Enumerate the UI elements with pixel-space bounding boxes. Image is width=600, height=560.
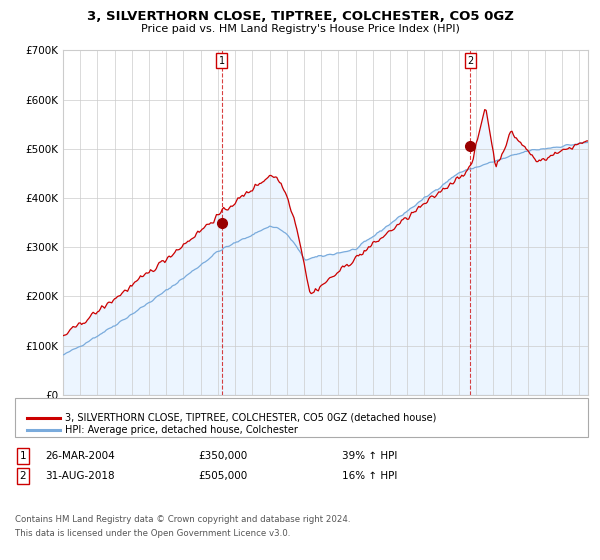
Text: 1: 1 (19, 451, 26, 461)
Text: 3, SILVERTHORN CLOSE, TIPTREE, COLCHESTER, CO5 0GZ (detached house): 3, SILVERTHORN CLOSE, TIPTREE, COLCHESTE… (65, 413, 436, 423)
Text: Price paid vs. HM Land Registry's House Price Index (HPI): Price paid vs. HM Land Registry's House … (140, 24, 460, 34)
Text: 1: 1 (219, 55, 225, 66)
Text: 3, SILVERTHORN CLOSE, TIPTREE, COLCHESTER, CO5 0GZ: 3, SILVERTHORN CLOSE, TIPTREE, COLCHESTE… (86, 10, 514, 23)
Text: 16% ↑ HPI: 16% ↑ HPI (342, 471, 397, 481)
Text: 31-AUG-2018: 31-AUG-2018 (45, 471, 115, 481)
Text: 39% ↑ HPI: 39% ↑ HPI (342, 451, 397, 461)
Text: HPI: Average price, detached house, Colchester: HPI: Average price, detached house, Colc… (65, 424, 298, 435)
Text: Contains HM Land Registry data © Crown copyright and database right 2024.: Contains HM Land Registry data © Crown c… (15, 515, 350, 524)
Text: 2: 2 (467, 55, 473, 66)
Text: This data is licensed under the Open Government Licence v3.0.: This data is licensed under the Open Gov… (15, 529, 290, 538)
Text: 2: 2 (19, 471, 26, 481)
Text: £505,000: £505,000 (198, 471, 247, 481)
Text: £350,000: £350,000 (198, 451, 247, 461)
Text: 26-MAR-2004: 26-MAR-2004 (45, 451, 115, 461)
